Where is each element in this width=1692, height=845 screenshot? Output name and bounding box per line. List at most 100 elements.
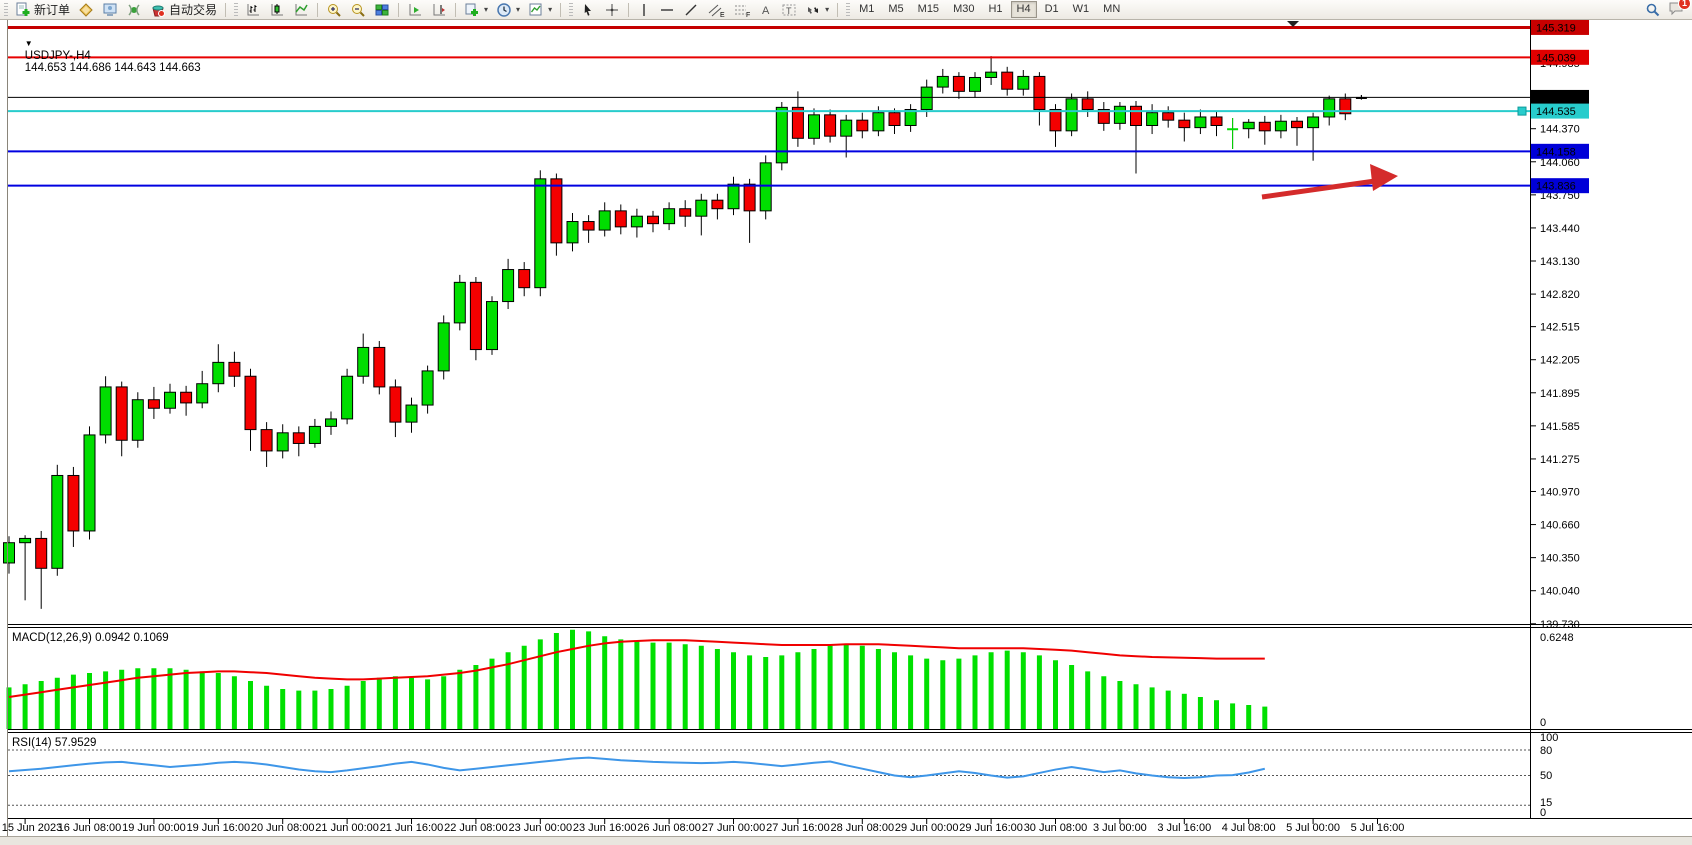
- svg-text:145.039: 145.039: [1536, 52, 1576, 64]
- timeframe-button-d1[interactable]: D1: [1044, 3, 1059, 15]
- vertical-line-button[interactable]: [633, 0, 655, 19]
- crosshair-icon: [606, 3, 619, 16]
- svg-text:E: E: [720, 12, 725, 18]
- monitor-icon: [103, 3, 117, 16]
- svg-text:143.130: 143.130: [1540, 256, 1580, 268]
- chart-shift-marker: [1287, 21, 1299, 27]
- new-chart-button[interactable]: [74, 0, 98, 19]
- svg-text:19 Jun 00:00: 19 Jun 00:00: [122, 822, 186, 834]
- crosshair-button[interactable]: [600, 0, 624, 19]
- new-order-button[interactable]: 新订单: [11, 0, 74, 19]
- timeframe-button-m5[interactable]: M5: [888, 3, 904, 15]
- horizontal-line-icon: [661, 8, 674, 11]
- market-watch-button[interactable]: [98, 0, 122, 19]
- auto-scroll-button[interactable]: [403, 0, 427, 19]
- indicators-plus-icon: [465, 3, 479, 16]
- tile-windows-icon: [375, 4, 389, 15]
- toolbar-separator: [398, 2, 400, 17]
- timeframe-button-h1[interactable]: H1: [988, 3, 1003, 15]
- fibonacci-icon: F: [735, 5, 750, 18]
- symbol-period-label: USDJPY-,H4: [24, 50, 91, 62]
- periods-button[interactable]: ▾: [492, 0, 524, 19]
- zoom-in-button[interactable]: [322, 0, 346, 19]
- svg-text:19 Jun 16:00: 19 Jun 16:00: [186, 822, 250, 834]
- svg-text:142.820: 142.820: [1540, 289, 1580, 301]
- svg-text:15 Jun 2023: 15 Jun 2023: [2, 822, 63, 834]
- timeframe-button-w1[interactable]: W1: [1072, 3, 1090, 15]
- trendline-button[interactable]: [679, 0, 703, 19]
- window-bottom-edge: [0, 836, 1692, 845]
- timeframe-button-m30[interactable]: M30: [953, 3, 975, 15]
- chat-badge: 1: [1678, 0, 1691, 10]
- templates-button[interactable]: ▾: [524, 0, 556, 19]
- svg-text:141.275: 141.275: [1540, 454, 1580, 466]
- toolbar-separator: [628, 2, 630, 17]
- svg-text:28 Jun 08:00: 28 Jun 08:00: [830, 822, 894, 834]
- svg-text:80: 80: [1540, 745, 1552, 757]
- svg-text:140.350: 140.350: [1540, 553, 1580, 565]
- svg-text:3 Jul 16:00: 3 Jul 16:00: [1157, 822, 1211, 834]
- timeframe-button-h4[interactable]: H4: [1010, 1, 1037, 18]
- main-toolbar: 新订单 自动交易: [0, 0, 1692, 20]
- svg-text:5 Jul 00:00: 5 Jul 00:00: [1286, 822, 1340, 834]
- svg-text:23 Jun 16:00: 23 Jun 16:00: [573, 822, 637, 834]
- candles-layer: [3, 56, 1367, 609]
- toolbar-separator: [455, 2, 457, 17]
- chat-button[interactable]: 1: [1668, 0, 1691, 19]
- text-a-icon: A: [762, 5, 770, 17]
- candlestick-chart-button[interactable]: [265, 0, 289, 19]
- text-label-button[interactable]: T: [777, 0, 801, 19]
- timeframe-button-m15[interactable]: M15: [917, 3, 940, 15]
- toolbar-grip[interactable]: [234, 3, 239, 16]
- toolbar-grip[interactable]: [4, 3, 8, 16]
- svg-text:29 Jun 16:00: 29 Jun 16:00: [959, 822, 1023, 834]
- horizontal-line-button[interactable]: [655, 0, 679, 19]
- bar-chart-button[interactable]: [241, 0, 265, 19]
- dropdown-caret-icon: ▾: [516, 5, 521, 14]
- svg-text:4 Jul 08:00: 4 Jul 08:00: [1222, 822, 1276, 834]
- svg-text:27 Jun 00:00: 27 Jun 00:00: [702, 822, 766, 834]
- chart-shift-button[interactable]: [427, 0, 451, 19]
- price-lines-layer: [8, 25, 1530, 187]
- autotrade-button[interactable]: 自动交易: [146, 0, 221, 19]
- svg-text:16 Jun 08:00: 16 Jun 08:00: [58, 822, 122, 834]
- timeframe-button-mn[interactable]: MN: [1103, 3, 1121, 15]
- dropdown-caret-icon: ▾: [484, 5, 489, 14]
- candlestick-chart-icon: [271, 3, 284, 15]
- svg-text:15: 15: [1540, 797, 1552, 809]
- fibonacci-button[interactable]: F: [729, 0, 755, 19]
- svg-text:5 Jul 16:00: 5 Jul 16:00: [1351, 822, 1405, 834]
- toolbar-grip[interactable]: [846, 3, 851, 16]
- svg-text:144.158: 144.158: [1536, 146, 1576, 158]
- auto-scroll-icon: [409, 3, 422, 15]
- line-chart-button[interactable]: [289, 0, 313, 19]
- svg-text:144.370: 144.370: [1540, 124, 1580, 136]
- symbol-dropdown-icon[interactable]: ▼: [24, 39, 33, 48]
- equidistant-channel-button[interactable]: E: [703, 0, 729, 19]
- cursor-button[interactable]: [576, 0, 600, 19]
- signals-button[interactable]: [122, 0, 146, 19]
- toolbar-separator: [837, 2, 839, 17]
- svg-text:21 Jun 16:00: 21 Jun 16:00: [380, 822, 444, 834]
- svg-text:142.205: 142.205: [1540, 355, 1580, 367]
- zoom-out-button[interactable]: [346, 0, 370, 19]
- line-chart-icon: [295, 3, 308, 15]
- toolbar-separator: [317, 2, 319, 17]
- svg-text:143.836: 143.836: [1536, 181, 1576, 193]
- cursor-icon: [584, 3, 592, 16]
- toolbar-grip[interactable]: [569, 3, 574, 16]
- indicators-button[interactable]: ▾: [460, 0, 492, 19]
- arrows-icon: [808, 6, 819, 14]
- timeframe-button-m1[interactable]: M1: [859, 3, 875, 15]
- vertical-line-icon: [643, 3, 645, 16]
- macd-layer: [6, 629, 1268, 729]
- search-icon[interactable]: [1645, 2, 1660, 17]
- template-icon: [529, 3, 542, 15]
- text-button[interactable]: A: [755, 0, 777, 19]
- chart-canvas[interactable]: 144.985144.370144.060143.750143.440143.1…: [0, 20, 1692, 844]
- svg-text:140.040: 140.040: [1540, 586, 1580, 598]
- arrows-button[interactable]: ▾: [801, 0, 833, 19]
- signal-icon: [128, 3, 140, 16]
- tile-windows-button[interactable]: [370, 0, 394, 19]
